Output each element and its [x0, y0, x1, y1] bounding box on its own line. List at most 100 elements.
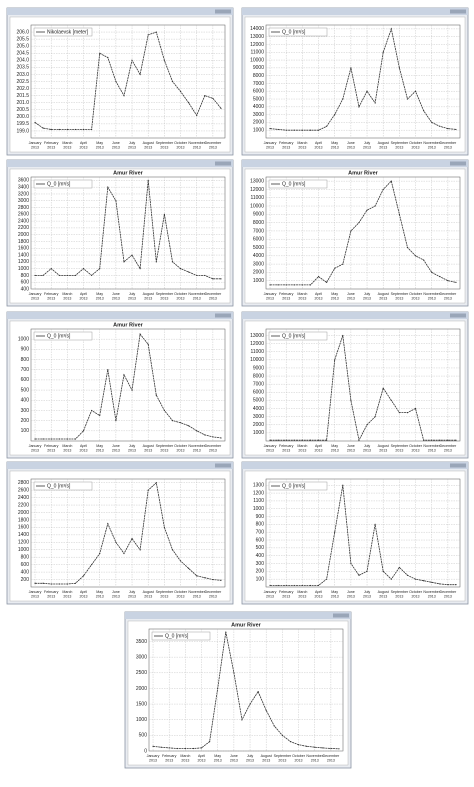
y-tick-label: 204.5 — [16, 51, 29, 57]
y-tick-label: 400 — [21, 286, 30, 292]
x-tick-label: April 2013 — [80, 590, 88, 599]
y-tick-label: 13000 — [250, 333, 264, 339]
y-tick-label: 205.5 — [16, 36, 29, 42]
legend-box — [33, 179, 93, 189]
x-tick-label: January 2013 — [264, 590, 277, 599]
y-tick-label: 1000 — [18, 547, 29, 553]
x-tick-label: December 2013 — [205, 292, 222, 301]
x-tick-label: March 2013 — [62, 444, 72, 453]
y-tick-label: 2200 — [18, 225, 29, 231]
y-tick-label: 600 — [21, 562, 30, 568]
data-point — [431, 121, 433, 124]
legend-box — [268, 27, 328, 37]
y-tick-label: 500 — [256, 545, 265, 551]
x-tick-label: March 2013 — [62, 141, 72, 150]
y-tick-label: 2000 — [253, 422, 264, 428]
x-tick-label: November 2013 — [423, 141, 440, 150]
x-tick-label: April 2013 — [80, 444, 88, 453]
data-point — [358, 574, 360, 576]
x-tick-label: February 2013 — [44, 292, 59, 301]
y-tick-label: 1600 — [18, 525, 29, 531]
x-tick-label: April 2013 — [80, 141, 88, 150]
x-tick-label: February 2013 — [279, 141, 294, 150]
data-point — [306, 745, 308, 747]
y-tick-label: 199.5 — [16, 121, 29, 127]
data-point — [233, 672, 235, 674]
y-tick-label: 500 — [139, 733, 148, 739]
y-tick-label: 9000 — [253, 212, 264, 218]
y-tick-label: 1000 — [253, 278, 264, 284]
data-point — [131, 537, 133, 540]
x-tick-label: January 2013 — [264, 444, 277, 453]
data-point — [74, 582, 77, 584]
data-point — [163, 213, 165, 215]
data-point — [382, 188, 384, 191]
data-point — [366, 209, 368, 211]
legend-label: Q_0 [m³/s] — [282, 30, 306, 36]
y-tick-label: 4000 — [253, 104, 264, 110]
data-point — [447, 584, 449, 586]
data-point — [139, 333, 141, 335]
y-tick-label: 2200 — [18, 502, 29, 508]
data-point — [358, 439, 360, 441]
data-point — [455, 128, 457, 131]
window-title-bar — [7, 8, 233, 15]
data-point — [414, 90, 417, 92]
data-point — [188, 102, 190, 104]
y-tick-label: 202.5 — [16, 79, 29, 85]
data-point — [163, 526, 165, 529]
y-tick-label: 500 — [21, 387, 30, 393]
legend-label: Q_0 [m³/s] — [282, 484, 306, 490]
x-tick-label: August 2013 — [143, 292, 154, 301]
legend-box — [268, 331, 328, 341]
data-point — [212, 97, 214, 100]
data-point — [431, 271, 433, 274]
data-point — [455, 439, 457, 441]
y-tick-label: 7000 — [253, 228, 264, 234]
x-tick-label: August 2013 — [378, 292, 389, 301]
window-control — [215, 313, 231, 318]
y-tick-label: 1300 — [253, 483, 264, 489]
x-tick-label: October 2013 — [174, 141, 188, 150]
data-point — [188, 567, 190, 569]
x-tick-label: October 2013 — [174, 292, 188, 301]
y-tick-label: 4000 — [253, 406, 264, 412]
data-point — [152, 745, 154, 747]
x-tick-label: June 2013 — [347, 292, 355, 301]
y-tick-label: 1800 — [18, 517, 29, 523]
plot-area — [265, 478, 461, 588]
data-point — [334, 531, 336, 533]
data-point — [123, 95, 125, 97]
data-point — [220, 437, 222, 439]
y-tick-label: 14000 — [250, 26, 264, 32]
data-point — [212, 278, 214, 280]
data-point — [200, 747, 203, 749]
data-point — [225, 631, 227, 633]
x-tick-label: June 2013 — [347, 141, 355, 150]
y-tick-label: 800 — [21, 555, 30, 561]
y-tick-label: 10000 — [250, 357, 264, 363]
data-point — [334, 267, 336, 269]
data-point — [309, 129, 312, 131]
data-point — [139, 268, 141, 270]
y-tick-label: 12000 — [250, 42, 264, 48]
x-tick-label: July 2013 — [363, 141, 371, 150]
x-tick-label: July 2013 — [128, 141, 136, 150]
y-tick-label: 7000 — [253, 382, 264, 388]
data-point — [58, 274, 60, 277]
data-point — [350, 67, 352, 69]
data-point — [58, 583, 60, 585]
x-tick-label: January 2013 — [29, 292, 42, 301]
data-point — [265, 709, 267, 711]
data-point — [66, 274, 68, 277]
plot-area — [30, 478, 226, 588]
y-tick-label: 1200 — [18, 540, 29, 546]
x-tick-label: August 2013 — [143, 590, 154, 599]
data-point — [66, 128, 68, 131]
y-tick-label: 1000 — [136, 717, 147, 723]
data-point — [406, 411, 409, 414]
data-point — [42, 438, 44, 440]
y-tick-label: 2600 — [18, 212, 29, 218]
x-tick-label: July 2013 — [128, 292, 136, 301]
y-tick-label: 203.0 — [16, 72, 29, 78]
